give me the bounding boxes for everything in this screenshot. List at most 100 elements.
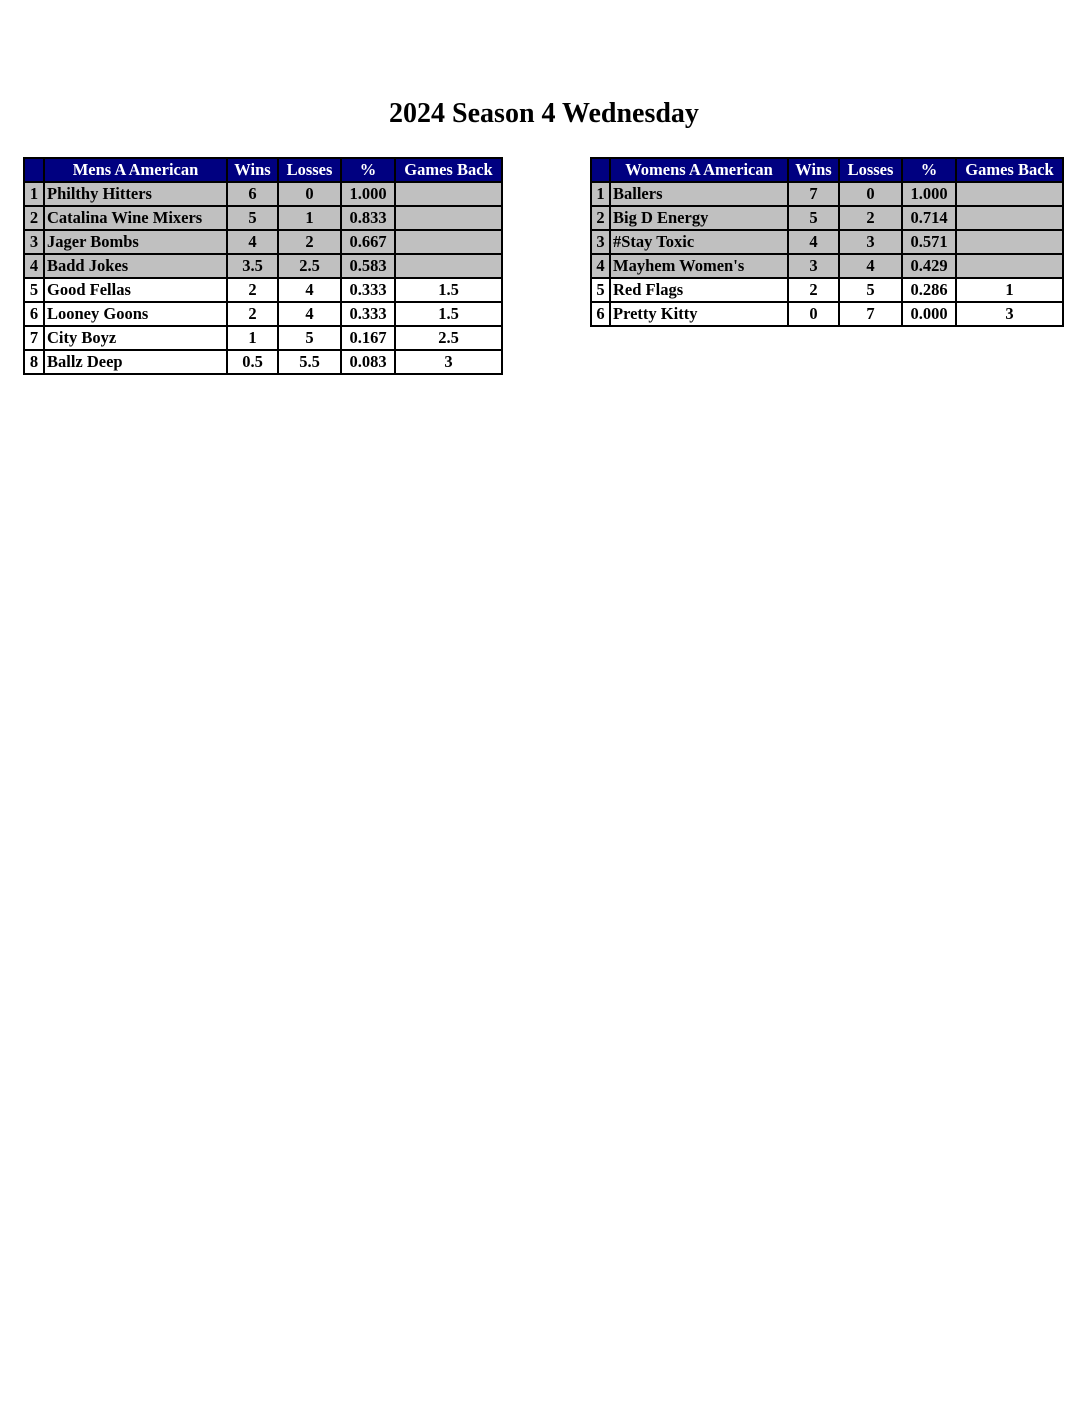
pct-cell: 0.429 (901, 253, 957, 279)
table-row: 6 Pretty Kitty 0 7 0.000 3 (590, 301, 1064, 327)
table-row: 5 Red Flags 2 5 0.286 1 (590, 277, 1064, 303)
wins-cell: 7 (787, 181, 840, 207)
wins-header: Wins (226, 157, 279, 183)
losses-cell: 5.5 (277, 349, 342, 375)
rank-cell: 7 (23, 325, 45, 351)
losses-cell: 1 (277, 205, 342, 231)
games-back-cell (955, 253, 1064, 279)
team-name-cell: Red Flags (609, 277, 789, 303)
wins-cell: 6 (226, 181, 279, 207)
losses-cell: 0 (277, 181, 342, 207)
rank-header (590, 157, 611, 183)
rank-cell: 1 (590, 181, 611, 207)
rank-cell: 3 (23, 229, 45, 255)
wins-cell: 4 (787, 229, 840, 255)
games-back-cell: 3 (394, 349, 503, 375)
losses-cell: 7 (838, 301, 903, 327)
wins-cell: 4 (226, 229, 279, 255)
games-back-cell (394, 253, 503, 279)
games-back-cell (394, 205, 503, 231)
pct-header: % (901, 157, 957, 183)
pct-cell: 0.571 (901, 229, 957, 255)
page-title: 2024 Season 4 Wednesday (389, 98, 699, 129)
team-name-cell: Catalina Wine Mixers (43, 205, 228, 231)
rank-cell: 8 (23, 349, 45, 375)
team-name-cell: Mayhem Women's (609, 253, 789, 279)
pct-cell: 0.083 (340, 349, 396, 375)
rank-cell: 5 (590, 277, 611, 303)
losses-cell: 3 (838, 229, 903, 255)
pct-cell: 0.833 (340, 205, 396, 231)
header-row: Mens A American Wins Losses% Games Back (23, 157, 503, 183)
division-header: Mens A American (43, 157, 228, 183)
pct-cell: 0.333 (340, 277, 396, 303)
rank-cell: 2 (23, 205, 45, 231)
table-row: 5 Good Fellas 2 4 0.333 1.5 (23, 277, 503, 303)
wins-cell: 1 (226, 325, 279, 351)
games-back-cell (394, 181, 503, 207)
pct-cell: 1.000 (340, 181, 396, 207)
rank-cell: 2 (590, 205, 611, 231)
losses-cell: 5 (838, 277, 903, 303)
table-row: 1 Ballers 7 0 1.000 (590, 181, 1064, 207)
losses-cell: 4 (277, 301, 342, 327)
team-name-cell: Looney Goons (43, 301, 228, 327)
table-row: 2 Big D Energy 5 2 0.714 (590, 205, 1064, 231)
games-back-cell (394, 229, 503, 255)
table-row: 8 Ballz Deep 0.5 5.5 0.083 3 (23, 349, 503, 375)
games-back-cell: 2.5 (394, 325, 503, 351)
games-back-cell (955, 181, 1064, 207)
team-name-cell: #Stay Toxic (609, 229, 789, 255)
games-back-cell: 1 (955, 277, 1064, 303)
losses-header: Losses (838, 157, 903, 183)
table-row: 1 Philthy Hitters 6 0 1.000 (23, 181, 503, 207)
wins-cell: 5 (226, 205, 279, 231)
team-name-cell: Ballz Deep (43, 349, 228, 375)
pct-cell: 0.583 (340, 253, 396, 279)
team-name-cell: Ballers (609, 181, 789, 207)
games-back-cell (955, 205, 1064, 231)
team-name-cell: Big D Energy (609, 205, 789, 231)
games-back-cell: 1.5 (394, 277, 503, 303)
table-row: 4 Badd Jokes 3.5 2.5 0.583 (23, 253, 503, 279)
losses-header: Losses (277, 157, 342, 183)
table-row: 7 City Boyz 1 5 0.167 2.5 (23, 325, 503, 351)
pct-cell: 0.333 (340, 301, 396, 327)
wins-header: Wins (787, 157, 840, 183)
losses-cell: 4 (277, 277, 342, 303)
mens-standings-table: Mens A American Wins Losses% Games Back 1 Ph… (23, 157, 503, 375)
table-row: 4 Mayhem Women's 3 4 0.429 (590, 253, 1064, 279)
team-name-cell: Pretty Kitty (609, 301, 789, 327)
table-row: 3 #Stay Toxic 4 3 0.571 (590, 229, 1064, 255)
team-name-cell: Badd Jokes (43, 253, 228, 279)
team-name-cell: City Boyz (43, 325, 228, 351)
games-back-cell (955, 229, 1064, 255)
games-back-header: Games Back (955, 157, 1064, 183)
pct-cell: 0.714 (901, 205, 957, 231)
table-row: 3 Jager Bombs 4 2 0.667 (23, 229, 503, 255)
wins-cell: 3 (787, 253, 840, 279)
rank-cell: 5 (23, 277, 45, 303)
rank-cell: 3 (590, 229, 611, 255)
division-header: Womens A American (609, 157, 789, 183)
wins-cell: 3.5 (226, 253, 279, 279)
rank-cell: 4 (23, 253, 45, 279)
pct-cell: 0.667 (340, 229, 396, 255)
wins-cell: 2 (226, 277, 279, 303)
womens-standings-table: Womens A American Wins Losses% Games Back 1… (590, 157, 1064, 327)
rank-cell: 6 (23, 301, 45, 327)
games-back-header: Games Back (394, 157, 503, 183)
pct-header: % (340, 157, 396, 183)
table-row: 2 Catalina Wine Mixers 5 1 0.833 (23, 205, 503, 231)
pct-cell: 1.000 (901, 181, 957, 207)
table-row: 6 Looney Goons 2 4 0.333 1.5 (23, 301, 503, 327)
losses-cell: 5 (277, 325, 342, 351)
header-row: Womens A American Wins Losses% Games Back (590, 157, 1064, 183)
wins-cell: 2 (787, 277, 840, 303)
losses-cell: 2 (838, 205, 903, 231)
losses-cell: 4 (838, 253, 903, 279)
rank-header (23, 157, 45, 183)
losses-cell: 2.5 (277, 253, 342, 279)
wins-cell: 5 (787, 205, 840, 231)
wins-cell: 0.5 (226, 349, 279, 375)
